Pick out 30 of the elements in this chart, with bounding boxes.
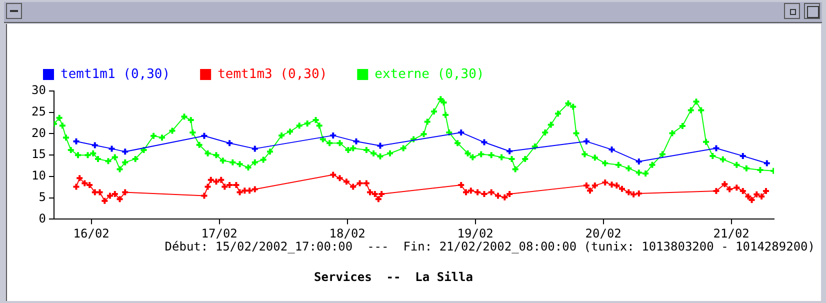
x-tick-label: 16/02: [73, 226, 110, 241]
point: [90, 141, 99, 150]
y-tick-label: 5: [38, 190, 46, 204]
point: [712, 144, 720, 152]
x-tick-label: 20/02: [585, 226, 622, 241]
x-tick-label: 17/02: [201, 226, 238, 241]
point: [352, 137, 360, 146]
point: [506, 147, 514, 156]
point: [200, 132, 208, 140]
point: [108, 144, 116, 153]
x-tick-label: 18/02: [329, 226, 366, 241]
text: Services -- La Silla: [314, 270, 473, 284]
y-tick-label: 10: [32, 168, 46, 183]
y-tick-label: 0: [38, 211, 46, 226]
point: [226, 139, 234, 148]
y-tick-label: 25: [32, 104, 46, 118]
point: [480, 138, 488, 146]
point: [376, 142, 384, 150]
text: Début: 15/02/2002_17:00:00 --- Fin: 21/02/2002_08:00:00 (tunix: 1013803200 - 1014289200): [164, 239, 815, 254]
point: [582, 137, 590, 146]
x-tick-label: 21/02: [713, 226, 750, 241]
y-tick-label: 15: [32, 147, 46, 162]
legend-label: temt1m1 (0,30): [60, 66, 170, 82]
point: [121, 148, 130, 156]
y-tick-label: 30: [32, 83, 46, 98]
x-tick-label: 19/02: [457, 226, 494, 241]
legend-label: temt1m3 (0,30): [218, 66, 328, 82]
legend-label: externe (0,30): [374, 66, 484, 82]
point: [250, 144, 259, 153]
y-tick-label: 20: [32, 126, 46, 140]
